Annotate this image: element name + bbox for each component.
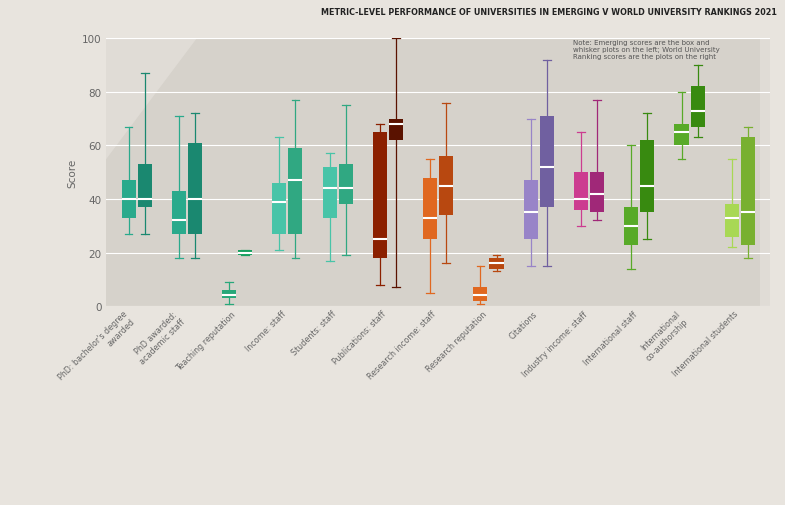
Bar <box>373 133 387 259</box>
Bar <box>674 125 688 146</box>
Bar <box>490 259 503 269</box>
Bar <box>423 178 437 240</box>
Bar <box>725 205 739 237</box>
Bar <box>741 138 755 245</box>
Text: METRIC-LEVEL PERFORMANCE OF UNIVERSITIES IN EMERGING V WORLD UNIVERSITY RANKINGS: METRIC-LEVEL PERFORMANCE OF UNIVERSITIES… <box>321 8 777 17</box>
Bar <box>590 173 604 213</box>
Bar <box>188 143 202 234</box>
Bar <box>624 208 638 245</box>
Bar <box>137 165 152 208</box>
Bar <box>238 250 252 256</box>
Bar <box>172 191 186 234</box>
Bar <box>691 87 705 127</box>
Bar <box>122 181 136 218</box>
Bar <box>389 119 403 141</box>
Bar <box>641 141 655 213</box>
Bar <box>288 149 302 234</box>
Bar <box>222 290 236 298</box>
Bar <box>574 173 588 210</box>
Bar <box>540 117 554 208</box>
Bar <box>440 157 453 216</box>
Bar <box>272 184 287 234</box>
Text: Note: Emerging scores are the box and
whisker plots on the left; World Universit: Note: Emerging scores are the box and wh… <box>573 40 720 61</box>
Y-axis label: Score: Score <box>68 158 78 187</box>
Bar <box>338 165 352 205</box>
Bar <box>473 288 487 301</box>
Bar <box>323 168 337 218</box>
Bar <box>524 181 538 240</box>
Polygon shape <box>0 39 760 307</box>
